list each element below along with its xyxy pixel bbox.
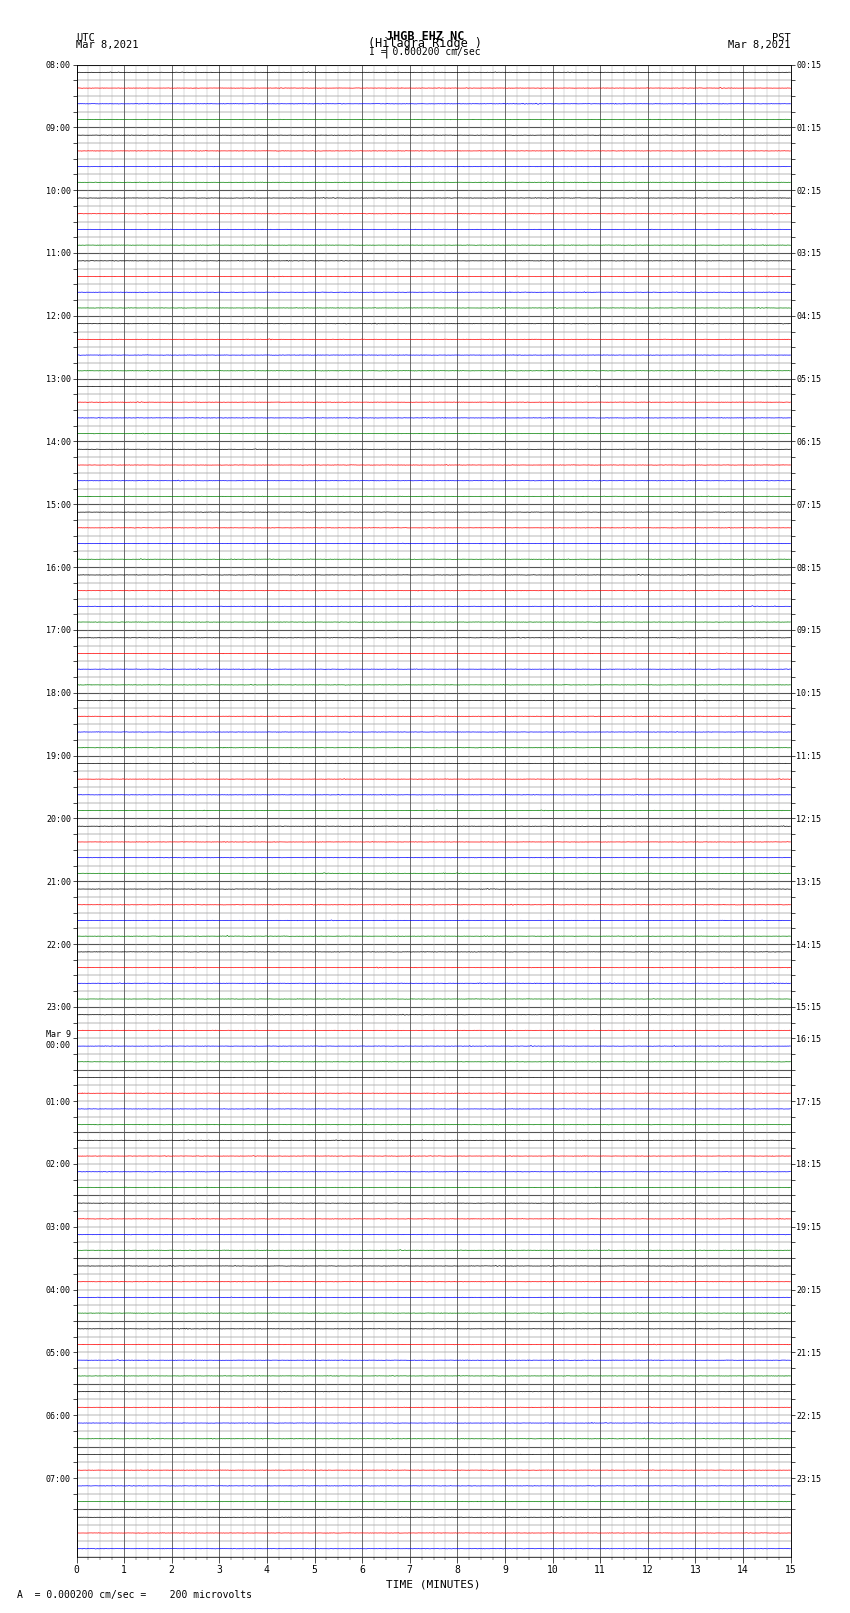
Text: Mar 8,2021: Mar 8,2021 [728, 40, 791, 50]
Text: PST: PST [772, 32, 791, 44]
Text: Mar 8,2021: Mar 8,2021 [76, 40, 139, 50]
Text: I = 0.000200 cm/sec: I = 0.000200 cm/sec [369, 47, 481, 58]
X-axis label: TIME (MINUTES): TIME (MINUTES) [386, 1579, 481, 1589]
Text: (Hilagra Ridge ): (Hilagra Ridge ) [368, 37, 482, 50]
Text: |: | [383, 45, 390, 58]
Text: JHGB EHZ NC: JHGB EHZ NC [386, 29, 464, 44]
Text: UTC: UTC [76, 32, 95, 44]
Text: A  = 0.000200 cm/sec =    200 microvolts: A = 0.000200 cm/sec = 200 microvolts [17, 1590, 252, 1600]
